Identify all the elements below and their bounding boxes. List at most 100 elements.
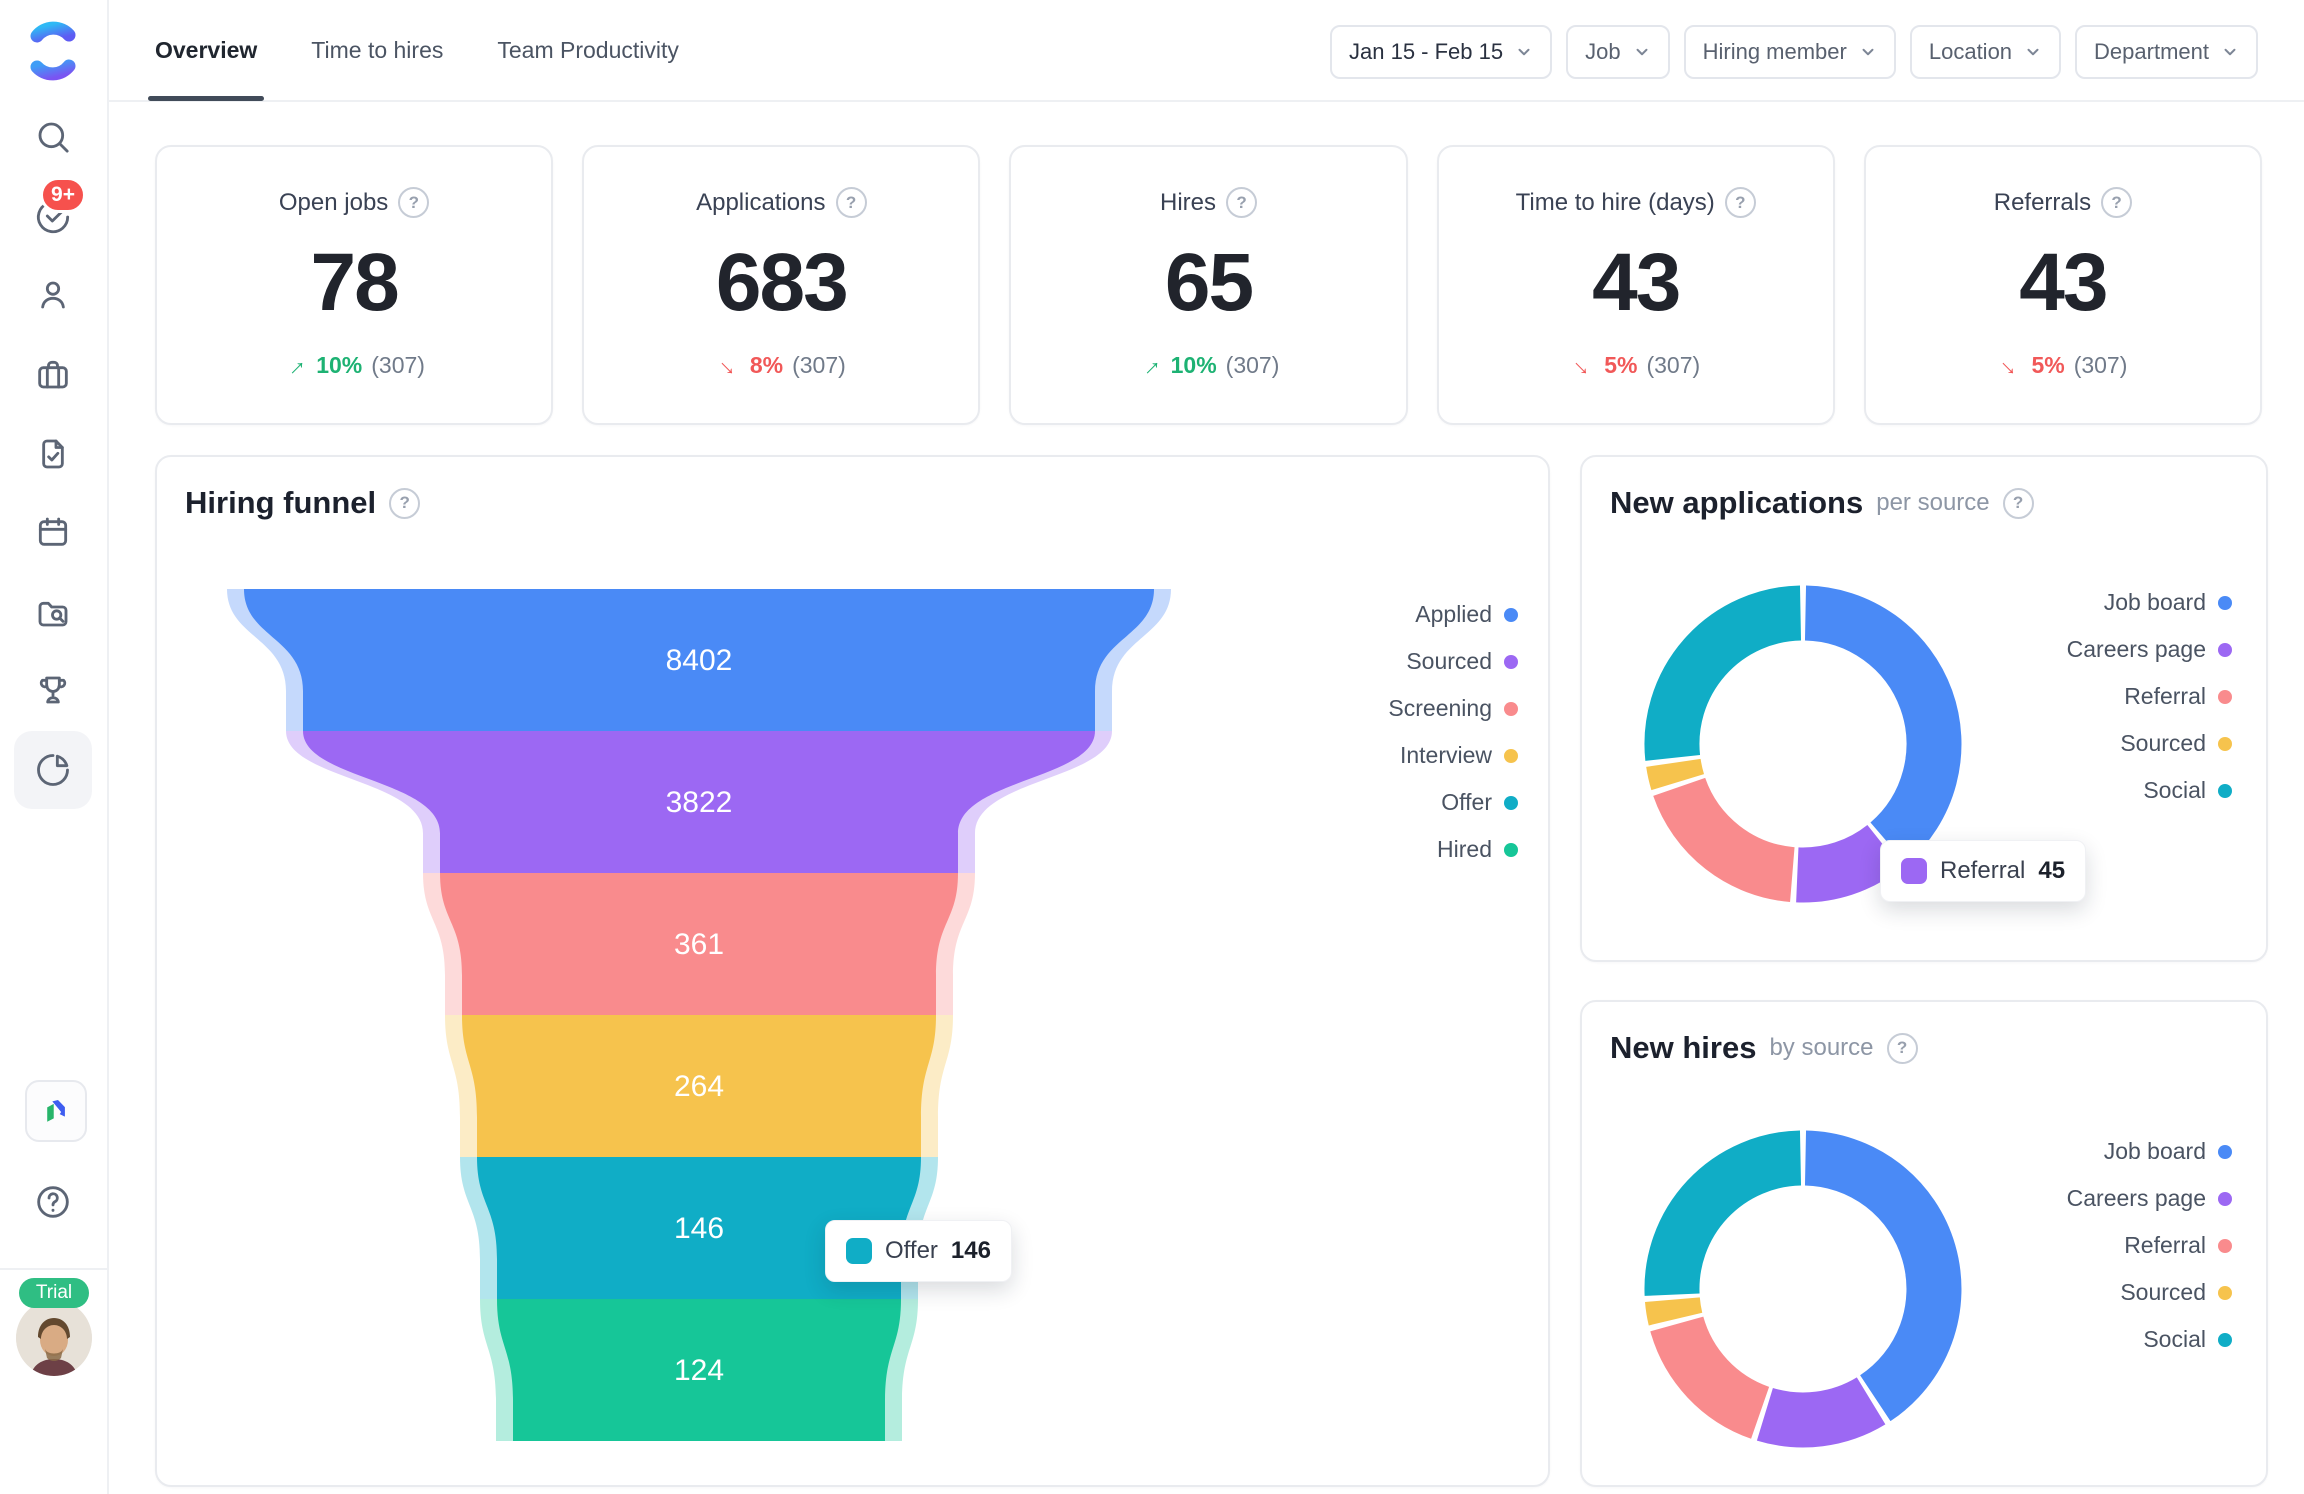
funnel-stage-value: 124 [674, 1354, 724, 1387]
sidebar-item-calendar[interactable] [14, 493, 92, 571]
funnel-stage-applied[interactable] [244, 589, 1154, 731]
tooltip-label: Referral [1940, 857, 2026, 884]
donut-segment-careers-page[interactable] [1796, 824, 1902, 903]
legend-item-referral[interactable]: Referral [2067, 673, 2232, 720]
legend-dot [1504, 607, 1518, 622]
tooltip-value: 146 [950, 1237, 991, 1264]
donut-segment-social[interactable] [1644, 1130, 1802, 1296]
filter-label: Location [1928, 39, 2013, 64]
help-icon[interactable]: ? [389, 487, 421, 519]
help-icon[interactable]: ? [1724, 187, 1756, 218]
kpi-reference: (307) [792, 352, 846, 379]
legend-item-sourced[interactable]: Sourced [2067, 1269, 2232, 1316]
legend-item-job-board[interactable]: Job board [2067, 579, 2232, 626]
help-icon[interactable]: ? [1226, 187, 1258, 218]
legend-item-social[interactable]: Social [2067, 767, 2232, 814]
legend-label: Offer [1441, 789, 1492, 815]
legend-item-sourced[interactable]: Sourced [2067, 720, 2232, 767]
search-icon [38, 122, 69, 153]
legend-item-applied[interactable]: Applied [1388, 591, 1518, 638]
legend-item-careers-page[interactable]: Careers page [2067, 626, 2232, 673]
funnel-stage-interview[interactable] [462, 1015, 936, 1157]
funnel-stage-offer[interactable] [477, 1157, 921, 1299]
donut-segment-sourced[interactable] [1646, 758, 1705, 791]
funnel-stage-value: 264 [674, 1070, 724, 1103]
sidebar-item-awards[interactable] [14, 651, 92, 729]
donut-segment-job-board[interactable] [1804, 1130, 1962, 1422]
tooltip-swatch [846, 1238, 872, 1264]
help-icon[interactable]: ? [835, 187, 867, 218]
tabs: Overview Time to hires Team Productivity [148, 0, 679, 101]
sidebar-item-talent-search[interactable] [14, 574, 92, 652]
new-hires-title: New hires [1610, 1030, 1757, 1065]
filter-department[interactable]: Department [2075, 25, 2258, 79]
sidebar-item-search[interactable] [14, 98, 92, 176]
filter-hiring-member[interactable]: Hiring member [1683, 25, 1896, 79]
new-applications-subtitle: per source [1876, 489, 1990, 516]
hires-donut-chart[interactable] [1638, 1124, 1968, 1454]
filter-jan-15-feb-15[interactable]: Jan 15 - Feb 15 [1330, 25, 1553, 79]
donut-segment-sourced[interactable] [1644, 1296, 1703, 1326]
legend-item-careers-page[interactable]: Careers page [2067, 1175, 2232, 1222]
legend-label: Sourced [2120, 1279, 2206, 1305]
legend-label: Job board [2103, 589, 2206, 615]
funnel-stage-hired[interactable] [497, 1299, 901, 1441]
help-icon[interactable]: ? [2101, 187, 2133, 218]
legend-label: Screening [1388, 695, 1492, 721]
tab-overview[interactable]: Overview [148, 0, 265, 101]
funnel-legend: Applied Sourced Screening Interview Offer Hir… [1388, 591, 1518, 873]
user-avatar[interactable] [16, 1300, 92, 1376]
funnel-stage-screening[interactable] [440, 873, 958, 1015]
legend-item-sourced[interactable]: Sourced [1388, 638, 1518, 685]
filter-label: Department [2094, 39, 2209, 64]
tab-time-to-hires[interactable]: Time to hires [311, 37, 444, 63]
legend-item-social[interactable]: Social [2067, 1316, 2232, 1363]
donut-segment-referral[interactable] [1653, 777, 1796, 903]
marketplace-app-icon[interactable] [25, 1080, 87, 1142]
help-icon[interactable] [14, 1163, 92, 1241]
sidebar-item-reports[interactable] [14, 731, 92, 809]
kpi-label: Time to hire (days) [1515, 188, 1715, 216]
new-applications-title: New applications [1610, 485, 1864, 520]
donut-segment-job-board[interactable] [1804, 585, 1962, 865]
funnel-stage-sourced[interactable] [303, 731, 1095, 873]
donut-segment-social[interactable] [1644, 585, 1802, 761]
sidebar-item-jobs[interactable] [14, 336, 92, 414]
filter-location[interactable]: Location [1909, 25, 2062, 79]
tab-team-productivity[interactable]: Team Productivity [497, 37, 679, 63]
help-icon[interactable]: ? [1886, 1032, 1918, 1064]
trend-up-icon: → [276, 347, 313, 384]
legend-item-screening[interactable]: Screening [1388, 685, 1518, 732]
sidebar-item-candidates[interactable] [14, 256, 92, 334]
sidebar-item-reviews[interactable] [14, 415, 92, 493]
legend-dot [2218, 595, 2232, 610]
kpi-cards: Open jobs? 78 → 10% (307) Applications? 683 → 8%… [155, 145, 2263, 425]
donut-segment-careers-page[interactable] [1756, 1376, 1886, 1448]
applications-donut-chart[interactable] [1638, 579, 1968, 909]
legend-label: Hired [1437, 836, 1492, 862]
legend-label: Careers page [2066, 1185, 2206, 1211]
help-icon[interactable]: ? [2002, 487, 2034, 519]
legend-label: Referral [2124, 1232, 2206, 1258]
kpi-delta: 10% [316, 352, 363, 379]
filter-job[interactable]: Job [1566, 25, 1670, 79]
help-icon[interactable]: ? [398, 187, 430, 218]
legend-item-referral[interactable]: Referral [2067, 1222, 2232, 1269]
funnel-stage-value: 361 [674, 928, 724, 961]
reports-icon [37, 754, 69, 786]
app-logo-icon[interactable] [15, 13, 91, 89]
filter-label: Jan 15 - Feb 15 [1349, 39, 1504, 64]
hiring-funnel-chart[interactable]: 8402 3822 361 264 146 124 [205, 589, 1193, 1441]
chevron-down-icon [2224, 48, 2236, 56]
hiring-funnel-title: Hiring funnel [185, 485, 377, 520]
legend-item-hired[interactable]: Hired [1388, 826, 1518, 873]
legend-item-interview[interactable]: Interview [1388, 732, 1518, 779]
legend-dot [1504, 795, 1518, 810]
donut-segment-referral[interactable] [1650, 1315, 1770, 1439]
legend-label: Interview [1399, 742, 1492, 768]
legend-item-offer[interactable]: Offer [1388, 779, 1518, 826]
legend-item-job-board[interactable]: Job board [2067, 1128, 2232, 1175]
calendar-icon [38, 517, 68, 546]
kpi-label: Hires [1160, 188, 1217, 216]
applications-legend: Job board Careers page Referral Sourced Soci… [2067, 579, 2232, 814]
